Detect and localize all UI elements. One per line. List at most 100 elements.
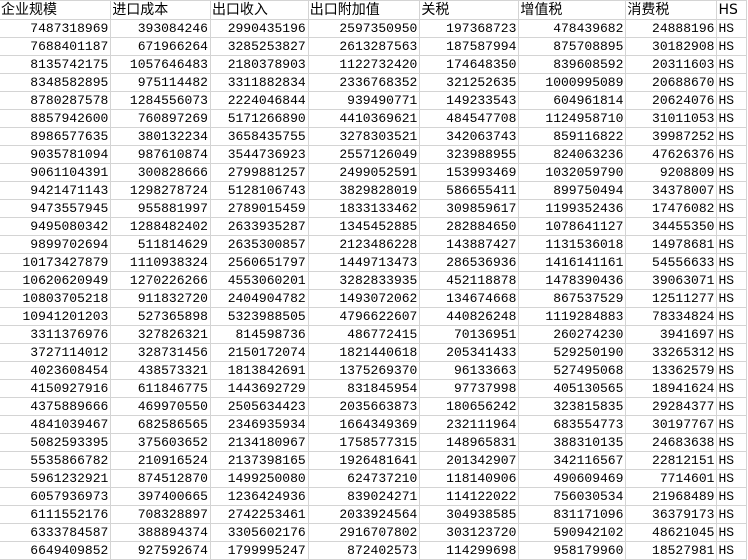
cell-export-revenue[interactable]: 5128106743 xyxy=(209,181,309,200)
cell-consumption-tax[interactable]: 9208809 xyxy=(625,163,718,182)
cell-consumption-tax[interactable]: 47626376 xyxy=(625,145,718,164)
cell-consumption-tax[interactable]: 13362579 xyxy=(625,361,718,380)
cell-export-revenue[interactable]: 5323988505 xyxy=(209,307,309,326)
cell-consumption-tax[interactable]: 30182908 xyxy=(625,37,718,56)
cell-import-cost[interactable]: 1284556073 xyxy=(110,91,211,110)
cell-export-value-added[interactable]: 2499052591 xyxy=(307,163,421,182)
cell-vat[interactable]: 859116822 xyxy=(518,127,627,146)
cell-tariff[interactable]: 118140906 xyxy=(419,469,520,488)
column-header-import-cost[interactable]: 进口成本 xyxy=(110,0,211,20)
cell-export-value-added[interactable]: 1345452885 xyxy=(307,217,421,236)
cell-tariff[interactable]: 321252635 xyxy=(419,73,520,92)
cell-export-value-added[interactable]: 3282833935 xyxy=(307,271,421,290)
cell-import-cost[interactable]: 469970550 xyxy=(110,397,211,416)
column-header-vat[interactable]: 增值税 xyxy=(518,0,627,20)
cell-vat[interactable]: 527495068 xyxy=(518,361,627,380)
cell-export-value-added[interactable]: 4410369621 xyxy=(307,109,421,128)
cell-vat[interactable]: 831171096 xyxy=(518,505,627,524)
cell-hs[interactable]: HS xyxy=(716,271,747,290)
cell-vat[interactable]: 756030534 xyxy=(518,487,627,506)
cell-export-value-added[interactable]: 3278303521 xyxy=(307,127,421,146)
cell-import-cost[interactable]: 760897269 xyxy=(110,109,211,128)
cell-export-revenue[interactable]: 2990435196 xyxy=(209,19,309,38)
cell-tariff[interactable]: 197368723 xyxy=(419,19,520,38)
cell-export-value-added[interactable]: 1375269370 xyxy=(307,361,421,380)
cell-export-revenue[interactable]: 3285253827 xyxy=(209,37,309,56)
cell-vat[interactable]: 388310135 xyxy=(518,433,627,452)
cell-import-cost[interactable]: 1057646483 xyxy=(110,55,211,74)
cell-vat[interactable]: 683554773 xyxy=(518,415,627,434)
cell-enterprise-scale[interactable]: 6057936973 xyxy=(0,487,112,506)
cell-enterprise-scale[interactable]: 8348582895 xyxy=(0,73,112,92)
cell-export-revenue[interactable]: 1236424936 xyxy=(209,487,309,506)
cell-tariff[interactable]: 309859617 xyxy=(419,199,520,218)
column-header-export-value-added[interactable]: 出口附加值 xyxy=(307,0,421,20)
cell-export-value-added[interactable]: 624737210 xyxy=(307,469,421,488)
cell-hs[interactable]: HS xyxy=(716,181,747,200)
cell-enterprise-scale[interactable]: 7688401187 xyxy=(0,37,112,56)
cell-enterprise-scale[interactable]: 8135742175 xyxy=(0,55,112,74)
cell-export-revenue[interactable]: 2799881257 xyxy=(209,163,309,182)
cell-export-value-added[interactable]: 1664349369 xyxy=(307,415,421,434)
cell-vat[interactable]: 405130565 xyxy=(518,379,627,398)
cell-export-revenue[interactable]: 3305602176 xyxy=(209,523,309,542)
cell-vat[interactable]: 1078641127 xyxy=(518,217,627,236)
cell-hs[interactable]: HS xyxy=(716,433,747,452)
cell-import-cost[interactable]: 388894374 xyxy=(110,523,211,542)
cell-export-revenue[interactable]: 1443692729 xyxy=(209,379,309,398)
cell-export-revenue[interactable]: 2134180967 xyxy=(209,433,309,452)
cell-import-cost[interactable]: 682586565 xyxy=(110,415,211,434)
cell-consumption-tax[interactable]: 78334824 xyxy=(625,307,718,326)
cell-enterprise-scale[interactable]: 5535866782 xyxy=(0,451,112,470)
cell-consumption-tax[interactable]: 7714601 xyxy=(625,469,718,488)
cell-import-cost[interactable]: 911832720 xyxy=(110,289,211,308)
cell-hs[interactable]: HS xyxy=(716,253,747,272)
cell-export-revenue[interactable]: 4553060201 xyxy=(209,271,309,290)
cell-vat[interactable]: 867537529 xyxy=(518,289,627,308)
cell-consumption-tax[interactable]: 3941697 xyxy=(625,325,718,344)
cell-export-value-added[interactable]: 839024271 xyxy=(307,487,421,506)
column-header-consumption-tax[interactable]: 消费税 xyxy=(625,0,718,20)
cell-hs[interactable]: HS xyxy=(716,127,747,146)
column-header-hs[interactable]: HS xyxy=(716,0,747,20)
cell-tariff[interactable]: 114122022 xyxy=(419,487,520,506)
cell-vat[interactable]: 1416141161 xyxy=(518,253,627,272)
cell-export-revenue[interactable]: 1499250080 xyxy=(209,469,309,488)
cell-tariff[interactable]: 342063743 xyxy=(419,127,520,146)
cell-tariff[interactable]: 96133663 xyxy=(419,361,520,380)
cell-export-value-added[interactable]: 2557126049 xyxy=(307,145,421,164)
cell-export-value-added[interactable]: 3829828019 xyxy=(307,181,421,200)
cell-export-revenue[interactable]: 2180378903 xyxy=(209,55,309,74)
cell-export-value-added[interactable]: 831845954 xyxy=(307,379,421,398)
cell-vat[interactable]: 1199352436 xyxy=(518,199,627,218)
cell-consumption-tax[interactable]: 20311603 xyxy=(625,55,718,74)
cell-enterprise-scale[interactable]: 3311376976 xyxy=(0,325,112,344)
cell-import-cost[interactable]: 380132234 xyxy=(110,127,211,146)
cell-export-value-added[interactable]: 2597350950 xyxy=(307,19,421,38)
cell-export-revenue[interactable]: 3311882834 xyxy=(209,73,309,92)
cell-tariff[interactable]: 180656242 xyxy=(419,397,520,416)
cell-export-value-added[interactable]: 2035663873 xyxy=(307,397,421,416)
cell-hs[interactable]: HS xyxy=(716,217,747,236)
cell-import-cost[interactable]: 955881997 xyxy=(110,199,211,218)
cell-import-cost[interactable]: 987610874 xyxy=(110,145,211,164)
cell-consumption-tax[interactable]: 29284377 xyxy=(625,397,718,416)
cell-enterprise-scale[interactable]: 10173427879 xyxy=(0,253,112,272)
cell-vat[interactable]: 899750494 xyxy=(518,181,627,200)
cell-import-cost[interactable]: 1110938324 xyxy=(110,253,211,272)
cell-vat[interactable]: 490609469 xyxy=(518,469,627,488)
cell-export-value-added[interactable]: 2336768352 xyxy=(307,73,421,92)
cell-tariff[interactable]: 149233543 xyxy=(419,91,520,110)
cell-export-revenue[interactable]: 2404904782 xyxy=(209,289,309,308)
cell-vat[interactable]: 958179960 xyxy=(518,541,627,560)
cell-enterprise-scale[interactable]: 8857942600 xyxy=(0,109,112,128)
cell-export-revenue[interactable]: 3658435755 xyxy=(209,127,309,146)
cell-tariff[interactable]: 143887427 xyxy=(419,235,520,254)
cell-export-revenue[interactable]: 5171266890 xyxy=(209,109,309,128)
cell-hs[interactable]: HS xyxy=(716,55,747,74)
cell-import-cost[interactable]: 375603652 xyxy=(110,433,211,452)
cell-export-revenue[interactable]: 2789015459 xyxy=(209,199,309,218)
cell-import-cost[interactable]: 671966264 xyxy=(110,37,211,56)
cell-tariff[interactable]: 303123720 xyxy=(419,523,520,542)
cell-enterprise-scale[interactable]: 6111552176 xyxy=(0,505,112,524)
